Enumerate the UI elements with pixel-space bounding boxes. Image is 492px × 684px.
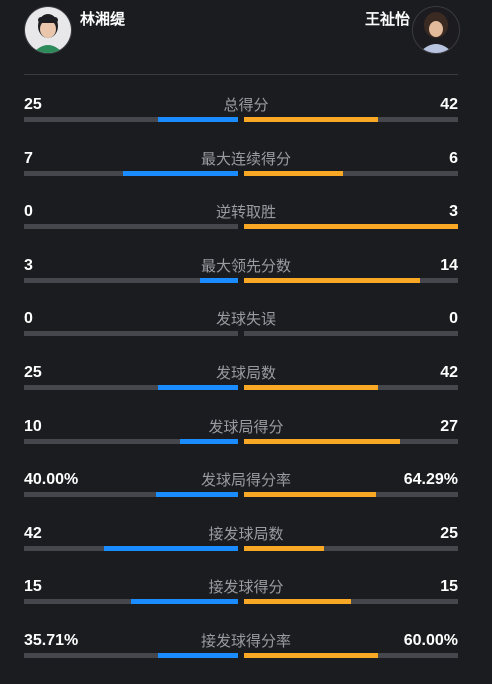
stat-right-bar-fill bbox=[244, 385, 379, 390]
stat-left-bar-fill bbox=[122, 170, 238, 176]
stat-row: 总得分 25 42 bbox=[0, 94, 492, 148]
right-player-photo-icon bbox=[413, 7, 459, 53]
stat-left-value: 0 bbox=[24, 310, 33, 328]
right-player-avatar[interactable] bbox=[412, 6, 460, 54]
stat-right-bar-track bbox=[244, 438, 458, 444]
stat-right-bar-fill bbox=[244, 170, 343, 176]
stat-left-bar-fill bbox=[158, 117, 238, 122]
stat-left-bar-track bbox=[24, 224, 238, 230]
stat-label: 最大领先分数 bbox=[200, 256, 291, 275]
stat-row: 发球失误 0 0 bbox=[0, 308, 492, 362]
stat-left-value: 10 bbox=[24, 417, 42, 435]
stat-left-bar-fill bbox=[200, 277, 238, 283]
stat-right-bar-track bbox=[244, 385, 458, 390]
stat-right-bar-track bbox=[244, 492, 458, 498]
right-player-name[interactable]: 王祉怡 bbox=[364, 10, 410, 28]
players-header: 林湘缇 王祉怡 bbox=[0, 0, 492, 74]
stat-left-bar-fill bbox=[158, 385, 238, 390]
stat-left-bar-track bbox=[24, 117, 238, 122]
stat-row: 接发球得分率 35.71% 60.00% bbox=[0, 630, 492, 684]
stat-label: 发球失误 bbox=[215, 310, 276, 329]
stat-left-value: 7 bbox=[24, 149, 33, 167]
stat-right-bar-track bbox=[244, 117, 458, 122]
stat-left-value: 42 bbox=[24, 524, 42, 542]
stat-right-value: 25 bbox=[440, 524, 458, 542]
stat-left-bar-track bbox=[24, 277, 238, 283]
stat-left-bar-fill bbox=[103, 545, 238, 551]
stat-left-value: 25 bbox=[24, 96, 42, 113]
stat-right-value: 6 bbox=[449, 149, 458, 167]
stat-row: 接发球局数 42 25 bbox=[0, 523, 492, 577]
stat-right-bar-fill bbox=[244, 438, 401, 444]
stat-right-value: 15 bbox=[440, 578, 458, 596]
stat-right-bar-track bbox=[244, 653, 458, 658]
stat-right-value: 0 bbox=[449, 310, 458, 328]
stat-right-bar-track bbox=[244, 331, 458, 337]
stat-label: 接发球得分率 bbox=[200, 632, 291, 650]
stat-right-bar-fill bbox=[244, 492, 376, 498]
stat-label: 接发球局数 bbox=[208, 524, 284, 543]
stat-left-bar-track bbox=[24, 331, 238, 337]
stat-row: 逆转取胜 0 3 bbox=[0, 201, 492, 255]
stat-right-bar-fill bbox=[244, 117, 379, 122]
stat-right-bar-fill bbox=[244, 545, 324, 551]
stat-right-bar-fill bbox=[244, 653, 379, 658]
stat-left-value: 15 bbox=[24, 578, 42, 596]
stat-right-value: 3 bbox=[449, 203, 458, 221]
stat-left-bar-track bbox=[24, 653, 238, 658]
stat-label: 总得分 bbox=[223, 96, 269, 114]
stat-right-value: 42 bbox=[440, 96, 458, 113]
stat-row: 最大连续得分 7 6 bbox=[0, 148, 492, 202]
stat-left-bar-track bbox=[24, 599, 238, 605]
stat-right-value: 14 bbox=[440, 256, 458, 274]
stat-left-bar-fill bbox=[131, 599, 238, 605]
stat-right-bar-fill bbox=[244, 277, 421, 283]
stat-label: 发球局得分率 bbox=[200, 471, 291, 490]
stat-label: 逆转取胜 bbox=[215, 203, 276, 222]
stat-row: 发球局得分 10 27 bbox=[0, 416, 492, 470]
stat-right-bar-track bbox=[244, 599, 458, 605]
stat-right-bar-track bbox=[244, 277, 458, 283]
stat-left-bar-fill bbox=[158, 653, 238, 658]
stat-left-value: 35.71% bbox=[24, 632, 79, 649]
header-divider bbox=[24, 74, 458, 75]
stat-left-bar-track bbox=[24, 492, 238, 498]
stat-right-bar-track bbox=[244, 224, 458, 230]
stat-left-bar-fill bbox=[155, 492, 238, 498]
stat-left-bar-track bbox=[24, 438, 238, 444]
stat-label: 发球局得分 bbox=[208, 417, 284, 436]
stat-right-bar-track bbox=[244, 545, 458, 551]
stat-left-value: 0 bbox=[24, 203, 33, 221]
left-player-avatar[interactable] bbox=[24, 6, 72, 54]
stat-left-bar-track bbox=[24, 385, 238, 390]
stat-left-bar-fill bbox=[180, 438, 238, 444]
stat-row: 发球局得分率 40.00% 64.29% bbox=[0, 469, 492, 523]
stat-label: 接发球得分 bbox=[208, 578, 284, 597]
stat-left-bar-track bbox=[24, 545, 238, 551]
stat-row: 发球局数 25 42 bbox=[0, 362, 492, 416]
stat-label: 发球局数 bbox=[215, 364, 276, 382]
stat-right-bar-fill bbox=[244, 599, 351, 605]
stat-row: 接发球得分 15 15 bbox=[0, 576, 492, 630]
stat-left-value: 40.00% bbox=[24, 471, 79, 489]
stat-right-value: 27 bbox=[440, 417, 458, 435]
stat-left-value: 25 bbox=[24, 364, 42, 381]
stat-left-value: 3 bbox=[24, 256, 33, 274]
left-player-photo-icon bbox=[25, 7, 71, 53]
stat-left-bar-track bbox=[24, 170, 238, 176]
stat-right-bar-track bbox=[244, 170, 458, 176]
stat-label: 最大连续得分 bbox=[200, 149, 291, 168]
stat-right-value: 42 bbox=[440, 364, 458, 381]
stat-row: 最大领先分数 3 14 bbox=[0, 255, 492, 309]
stat-right-bar-fill bbox=[244, 224, 458, 230]
stat-right-value: 60.00% bbox=[403, 632, 458, 649]
stat-right-value: 64.29% bbox=[403, 471, 458, 489]
left-player-name[interactable]: 林湘缇 bbox=[80, 10, 126, 28]
